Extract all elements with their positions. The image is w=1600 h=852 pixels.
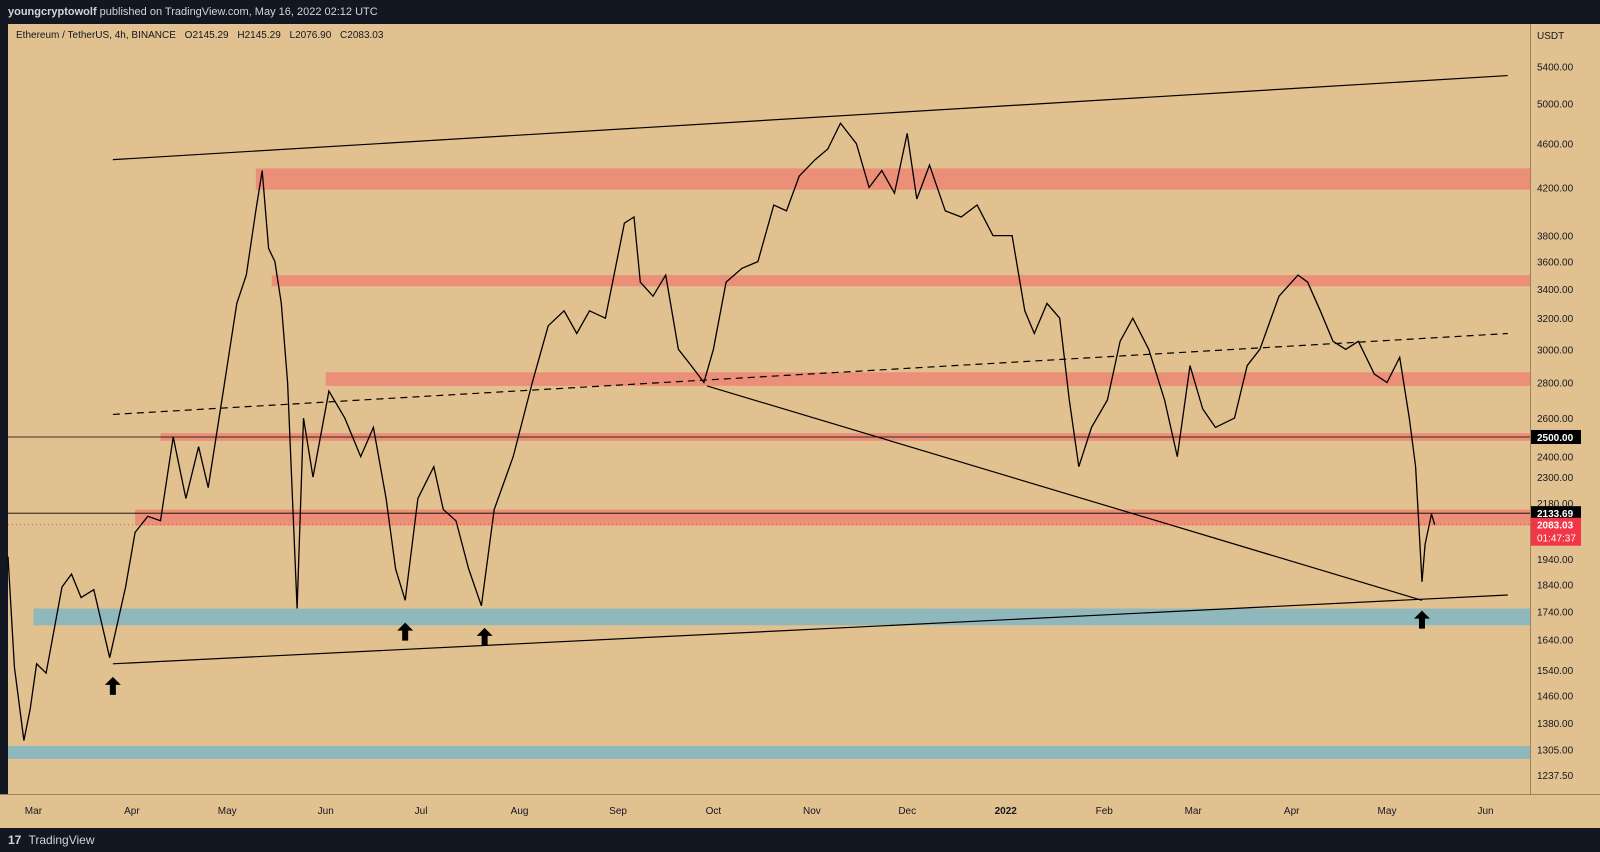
- x-tick-label: Sep: [609, 806, 627, 817]
- y-tick-label: 1840.00: [1537, 580, 1574, 591]
- x-tick-label: Nov: [803, 806, 821, 817]
- trend-lines-layer: [112, 74, 1508, 665]
- y-tick-label: 1237.50: [1537, 771, 1574, 782]
- trend-line-0[interactable]: [112, 74, 1508, 161]
- x-tick-label: Aug: [511, 806, 529, 817]
- x-tick-label: Apr: [1284, 806, 1300, 817]
- up-arrow-icon[interactable]: [104, 676, 121, 695]
- up-arrow-icon[interactable]: [476, 627, 493, 646]
- ohlc-close: C2083.03: [340, 30, 384, 41]
- y-tick-label: 1380.00: [1537, 719, 1574, 730]
- y-tick-label: 1640.00: [1537, 636, 1574, 647]
- y-tick-label: 3000.00: [1537, 345, 1574, 356]
- y-tick-label: 5400.00: [1537, 63, 1574, 74]
- x-tick-label: May: [218, 806, 237, 817]
- up-arrow-icon[interactable]: [1413, 610, 1430, 629]
- x-tick-label: 2022: [995, 806, 1018, 817]
- y-tick-label: 1305.00: [1537, 746, 1574, 757]
- y-tick-label: 4200.00: [1537, 183, 1574, 194]
- ohlc-open: O2145.29: [185, 30, 229, 41]
- x-tick-label: Mar: [25, 806, 43, 817]
- y-tick-label: 1940.00: [1537, 555, 1574, 566]
- trend-line-1[interactable]: [112, 594, 1508, 665]
- y-tick-label: 4600.00: [1537, 140, 1574, 151]
- plot-background: [8, 24, 1530, 794]
- time-axis[interactable]: Mar Apr May Jun Jul Aug Sep Oct Nov Dec 2022 Feb Mar…: [0, 794, 1600, 829]
- axis-background: [1530, 24, 1600, 828]
- x-tick-label: Dec: [898, 806, 916, 817]
- horizontal-levels-layer: [8, 436, 1530, 514]
- y-tick-label: 2600.00: [1537, 414, 1574, 425]
- y-tick-label: 1540.00: [1537, 666, 1574, 677]
- tradingview-logo-icon[interactable]: 17: [8, 833, 22, 847]
- level-badge[interactable]: [1531, 429, 1581, 444]
- resistance-zone-2[interactable]: [325, 372, 1530, 386]
- support-zone-5[interactable]: [33, 608, 1530, 626]
- publish-info: published on TradingView.com, May 16, 20…: [99, 6, 378, 18]
- y-tick-label: 3600.00: [1537, 258, 1574, 269]
- resistance-zone-4[interactable]: [135, 509, 1530, 526]
- y-tick-label: 2800.00: [1537, 378, 1574, 389]
- footer-bar: 17 TradingView: [0, 828, 1600, 852]
- y-tick-label: 3200.00: [1537, 314, 1574, 325]
- support-zone-6[interactable]: [8, 745, 1530, 759]
- zones-layer: [8, 168, 1531, 759]
- y-tick-label: 1460.00: [1537, 692, 1574, 703]
- price-axis[interactable]: 1237.50 1305.00 1380.00 1460.00 1540.00 1640.…: [8, 24, 1581, 828]
- time-axis-background: [0, 795, 1600, 828]
- x-tick-label: Feb: [1096, 806, 1114, 817]
- trend-line-2[interactable]: [112, 332, 1508, 416]
- symbol-pair: Ethereum / TetherUS, 4h, BINANCE: [16, 30, 176, 41]
- y-tick-label: 3400.00: [1537, 285, 1574, 296]
- arrows-layer: [104, 610, 1430, 695]
- y-tick-label: 2300.00: [1537, 473, 1574, 484]
- x-tick-label: Mar: [1185, 806, 1203, 817]
- up-arrow-icon[interactable]: [397, 622, 414, 641]
- x-tick-label: Jul: [415, 806, 428, 817]
- level-badge-label: 2500.00: [1537, 433, 1574, 444]
- resistance-zone-0[interactable]: [255, 168, 1531, 190]
- last-price-badge[interactable]: [1531, 517, 1581, 546]
- x-tick-label: Oct: [706, 806, 722, 817]
- bar-countdown: 01:47:37: [1537, 534, 1576, 545]
- author-name[interactable]: youngcryptowolf: [8, 6, 97, 18]
- symbol-info: Ethereum / TetherUS, 4h, BINANCE O2145.2…: [16, 30, 384, 41]
- level-badge[interactable]: [1531, 506, 1581, 521]
- y-tick-label: 2180.00: [1537, 499, 1574, 510]
- currency-label: USDT: [1537, 31, 1564, 42]
- x-tick-label: Apr: [124, 806, 140, 817]
- y-tick-label: 2400.00: [1537, 453, 1574, 464]
- x-tick-label: Jun: [318, 806, 334, 817]
- price-series-line: [7, 121, 1436, 741]
- last-price-value: 2083.03: [1537, 521, 1574, 532]
- y-tick-label: 5000.00: [1537, 100, 1574, 111]
- tradingview-brand[interactable]: TradingView: [28, 833, 95, 847]
- x-tick-label: Jun: [1477, 806, 1493, 817]
- level-badge-label: 2133.69: [1537, 509, 1574, 520]
- resistance-zone-1[interactable]: [271, 275, 1530, 287]
- ohlc-high: H2145.29: [237, 30, 281, 41]
- x-tick-label: May: [1378, 806, 1397, 817]
- ohlc-low: L2076.90: [290, 30, 332, 41]
- y-tick-label: 1740.00: [1537, 607, 1574, 618]
- trend-line-3[interactable]: [706, 385, 1423, 601]
- y-tick-label: 3800.00: [1537, 232, 1574, 243]
- publish-header: youngcryptowolf published on TradingView…: [0, 0, 1600, 24]
